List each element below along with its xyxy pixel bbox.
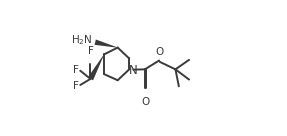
Text: O: O	[141, 97, 150, 107]
Text: O: O	[156, 47, 164, 57]
Text: F: F	[88, 46, 93, 56]
Polygon shape	[95, 40, 118, 48]
Text: F: F	[73, 81, 79, 91]
Text: H$_2$N: H$_2$N	[71, 33, 93, 47]
Text: N: N	[129, 64, 137, 77]
Polygon shape	[88, 54, 104, 80]
Text: F: F	[73, 65, 79, 75]
